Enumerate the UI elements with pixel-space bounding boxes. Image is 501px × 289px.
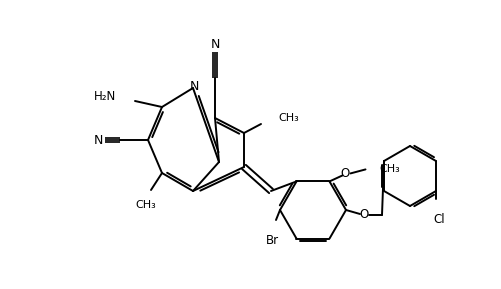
Text: O: O (359, 208, 368, 221)
Text: Cl: Cl (432, 213, 444, 226)
Text: N: N (189, 81, 198, 94)
Text: N: N (210, 38, 219, 51)
Text: CH₃: CH₃ (278, 113, 298, 123)
Text: CH₃: CH₃ (135, 200, 156, 210)
Text: N: N (93, 134, 103, 147)
Text: O: O (340, 167, 349, 180)
Text: Br: Br (265, 234, 278, 247)
Text: H₂N: H₂N (94, 90, 116, 103)
Text: CH₃: CH₃ (379, 164, 399, 175)
